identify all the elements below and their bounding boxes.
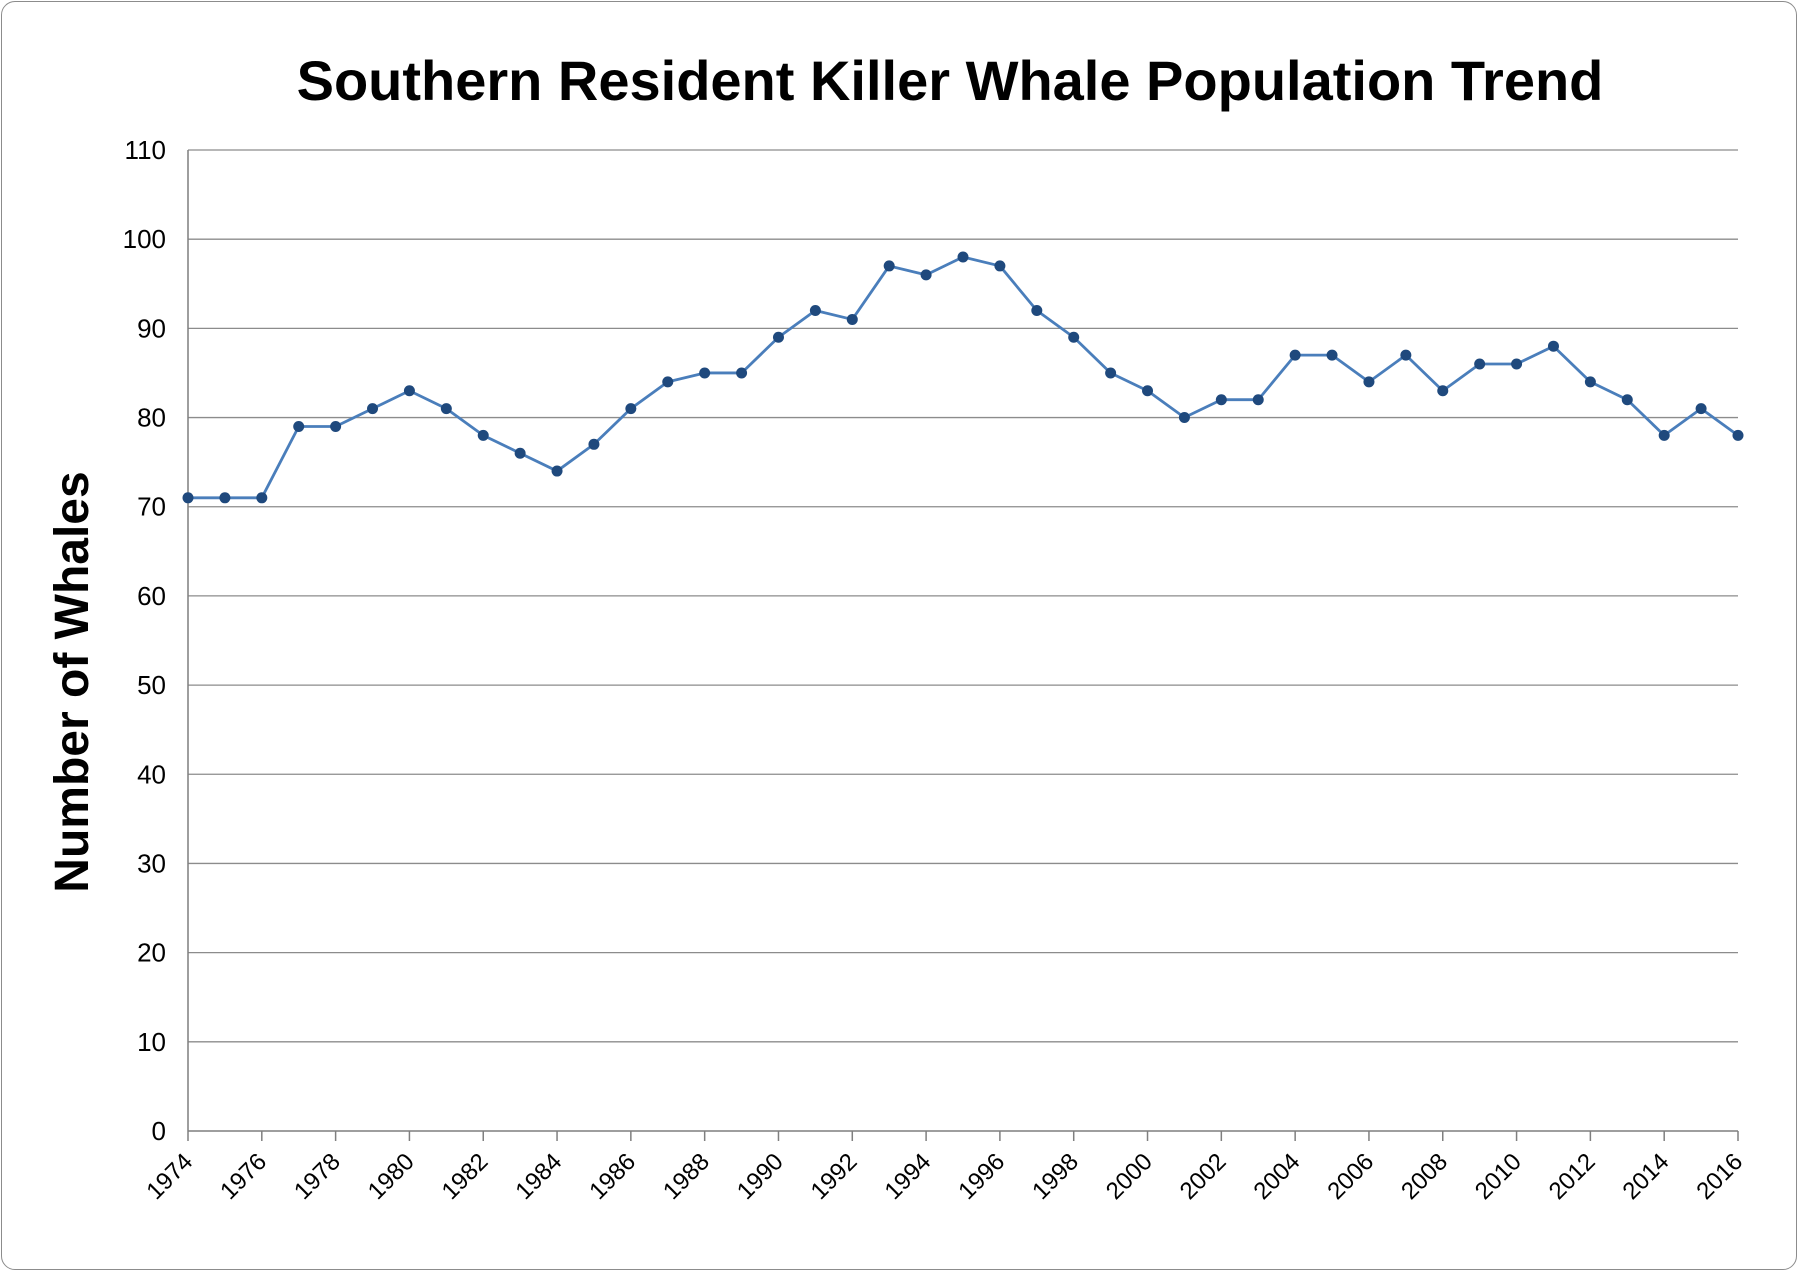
data-point: [1142, 385, 1154, 397]
y-tick-label: 50: [137, 670, 166, 700]
data-point: [846, 313, 858, 325]
data-point: [809, 305, 821, 317]
data-point: [1732, 429, 1744, 441]
data-point: [1400, 349, 1412, 361]
x-tick-label: 1988: [658, 1148, 715, 1205]
x-tick-label: 1984: [510, 1148, 567, 1205]
data-point: [403, 385, 415, 397]
y-tick-label: 70: [137, 492, 166, 522]
y-tick-label: 30: [137, 848, 166, 878]
data-point: [662, 376, 674, 388]
x-tick-label: 2002: [1175, 1148, 1232, 1205]
data-point: [1474, 358, 1486, 370]
data-point: [551, 465, 563, 477]
data-point: [440, 403, 452, 415]
data-point: [1289, 349, 1301, 361]
y-axis-label: Number of Whales: [46, 471, 99, 892]
x-tick-label: 1992: [806, 1148, 863, 1205]
data-point: [1695, 403, 1707, 415]
gridlines: [188, 149, 1738, 1043]
data-point: [736, 367, 748, 379]
x-tick-label: 1986: [584, 1148, 641, 1205]
y-tick-label: 90: [137, 313, 166, 343]
data-point: [1031, 305, 1043, 317]
data-point: [994, 260, 1006, 272]
data-point: [1584, 376, 1596, 388]
data-point: [1326, 349, 1338, 361]
data-point: [1178, 412, 1190, 424]
data-point: [1215, 394, 1227, 406]
data-point: [477, 429, 489, 441]
x-tick-label: 1976: [215, 1148, 272, 1205]
data-point: [1437, 385, 1449, 397]
x-tick-label: 1974: [141, 1148, 198, 1205]
data-point: [514, 447, 526, 459]
data-point: [957, 251, 969, 263]
data-point: [772, 331, 784, 343]
x-tick-label: 2014: [1618, 1148, 1675, 1205]
data-point: [219, 492, 231, 504]
y-tick-label: 80: [137, 403, 166, 433]
x-tick-label: 1998: [1027, 1148, 1084, 1205]
y-tick-label: 0: [152, 1116, 166, 1146]
data-point: [182, 492, 194, 504]
x-tick-label: 2008: [1396, 1148, 1453, 1205]
data-point: [588, 438, 600, 450]
data-point: [920, 269, 932, 281]
data-point: [293, 420, 305, 432]
y-tick-label: 40: [137, 759, 166, 789]
data-point: [1511, 358, 1523, 370]
data-point: [330, 420, 342, 432]
x-tick-label: 1996: [953, 1148, 1010, 1205]
data-point: [1658, 429, 1670, 441]
x-tick-label: 1994: [879, 1148, 936, 1205]
x-tick-label: 2016: [1691, 1148, 1748, 1205]
y-tick-label: 10: [137, 1027, 166, 1057]
data-point: [1621, 394, 1633, 406]
x-tick-label: 2006: [1322, 1148, 1379, 1205]
x-tick-label: 1980: [363, 1148, 420, 1205]
data-point: [256, 492, 268, 504]
data-point: [1547, 340, 1559, 352]
chart-title: Southern Resident Killer Whale Populatio…: [297, 49, 1604, 112]
y-axis-ticks: 0 10 20 30 40 50 60 70 80 90 100 110: [123, 135, 166, 1146]
y-tick-label: 20: [137, 938, 166, 968]
data-point: [1363, 376, 1375, 388]
x-tick-label: 2012: [1544, 1148, 1601, 1205]
y-tick-label: 110: [125, 135, 166, 165]
data-point: [1105, 367, 1117, 379]
y-tick-label: 60: [137, 581, 166, 611]
data-point: [367, 403, 379, 415]
x-tick-label: 2004: [1249, 1148, 1306, 1205]
data-series: [182, 251, 1744, 504]
data-point: [625, 403, 637, 415]
x-tick-label: 2000: [1101, 1148, 1158, 1205]
series-line: [188, 255, 1739, 500]
x-tick-label: 1990: [732, 1148, 789, 1205]
x-tick-label: 1982: [437, 1148, 494, 1205]
data-point: [883, 260, 895, 272]
y-tick-label: 100: [123, 224, 166, 254]
data-point: [1068, 331, 1080, 343]
x-axis: 1974 1976 1978 1980 1982 1984 1986 1988 1990 1992…: [141, 150, 1748, 1205]
data-point: [1252, 394, 1264, 406]
x-tick-label: 1978: [289, 1148, 346, 1205]
x-tick-label: 2010: [1470, 1148, 1527, 1205]
data-point: [699, 367, 711, 379]
